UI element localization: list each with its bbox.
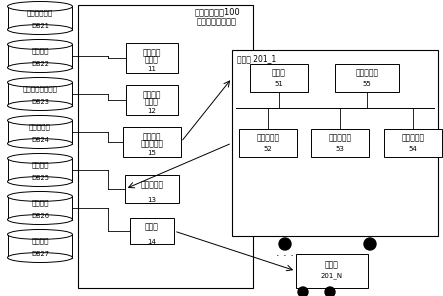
Bar: [8, 7, 73, 30]
Text: 移动体: 移动体: [325, 260, 339, 269]
Text: 通过确认部: 通过确认部: [328, 133, 352, 142]
Ellipse shape: [8, 192, 73, 201]
Text: 移动体 201_1: 移动体 201_1: [237, 54, 276, 64]
Ellipse shape: [8, 39, 73, 49]
Text: 决定部: 决定部: [145, 97, 159, 107]
Text: 51: 51: [275, 81, 284, 87]
Ellipse shape: [8, 101, 73, 110]
Bar: [8, 120, 73, 144]
Circle shape: [279, 238, 291, 250]
Text: DB23: DB23: [31, 99, 49, 105]
Text: 201_N: 201_N: [321, 273, 343, 279]
Text: DB25: DB25: [31, 175, 49, 181]
Text: . . .: . . .: [276, 248, 294, 258]
Bar: [8, 158, 73, 181]
Text: 15: 15: [148, 150, 156, 156]
Text: 行驶控制部: 行驶控制部: [355, 68, 379, 78]
Ellipse shape: [8, 139, 73, 149]
Bar: [123, 127, 181, 157]
Text: 假想区域: 假想区域: [143, 49, 161, 57]
Text: 运行计划: 运行计划: [31, 200, 49, 206]
Text: 运行信息: 运行信息: [31, 162, 49, 168]
Text: 运行计划: 运行计划: [143, 91, 161, 99]
Text: 行驶道路信息: 行驶道路信息: [27, 10, 53, 16]
Text: DB27: DB27: [31, 251, 49, 257]
Text: 假想区域: 假想区域: [31, 238, 49, 244]
Text: 命令执行部: 命令执行部: [256, 133, 280, 142]
Ellipse shape: [8, 229, 73, 239]
Bar: [8, 83, 73, 106]
Bar: [335, 64, 399, 92]
Circle shape: [325, 287, 335, 296]
Text: 通信部: 通信部: [272, 68, 286, 78]
Bar: [232, 50, 438, 236]
Circle shape: [298, 287, 308, 296]
Ellipse shape: [8, 215, 73, 224]
Text: 移动体信息: 移动体信息: [29, 124, 51, 130]
Text: 行驶控制部: 行驶控制部: [140, 181, 163, 189]
Bar: [311, 129, 369, 157]
Text: 55: 55: [363, 81, 371, 87]
Bar: [8, 234, 73, 258]
Ellipse shape: [8, 78, 73, 87]
Bar: [8, 44, 73, 67]
Text: 11: 11: [148, 66, 156, 72]
Bar: [130, 218, 174, 244]
Text: 行驶道路网络信息: 行驶道路网络信息: [23, 86, 58, 92]
Ellipse shape: [8, 62, 73, 73]
Ellipse shape: [8, 252, 73, 263]
Text: 13: 13: [148, 197, 156, 203]
Bar: [125, 175, 179, 203]
Ellipse shape: [8, 177, 73, 186]
Bar: [78, 5, 253, 288]
Bar: [126, 85, 178, 115]
Bar: [250, 64, 308, 92]
Text: 14: 14: [148, 239, 156, 245]
Text: 52: 52: [264, 146, 272, 152]
Circle shape: [364, 238, 376, 250]
Text: 通过通知部: 通过通知部: [401, 133, 424, 142]
Text: 通信部: 通信部: [145, 223, 159, 231]
Ellipse shape: [8, 154, 73, 163]
Text: DB24: DB24: [31, 137, 49, 143]
Text: （行驶控制装置）: （行驶控制装置）: [197, 17, 237, 27]
Ellipse shape: [8, 115, 73, 126]
Text: 移动指令: 移动指令: [143, 133, 161, 141]
Text: 运行计划装置100: 运行计划装置100: [194, 7, 240, 17]
Text: DB22: DB22: [31, 61, 49, 67]
Text: 12: 12: [148, 108, 156, 114]
Bar: [384, 129, 442, 157]
Bar: [8, 197, 73, 220]
Text: 基准区域: 基准区域: [31, 48, 49, 54]
Ellipse shape: [8, 1, 73, 12]
Ellipse shape: [8, 25, 73, 35]
Bar: [239, 129, 297, 157]
Text: DB26: DB26: [31, 213, 49, 219]
Bar: [296, 254, 368, 288]
Text: 53: 53: [335, 146, 345, 152]
Text: 设定部: 设定部: [145, 56, 159, 65]
Text: DB21: DB21: [31, 23, 49, 29]
Text: 数据生成部: 数据生成部: [140, 139, 163, 149]
Bar: [126, 43, 178, 73]
Text: 54: 54: [408, 146, 417, 152]
